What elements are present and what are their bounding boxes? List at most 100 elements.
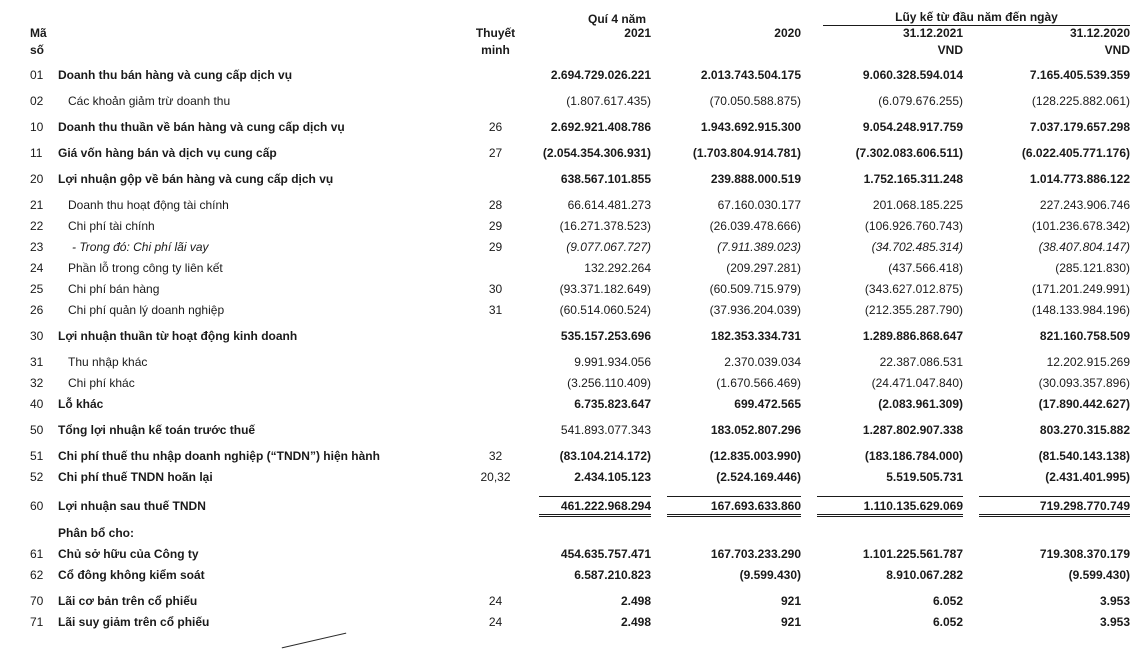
row-label: - Trong đó: Chi phí lãi vay — [72, 240, 209, 254]
table-row: 11 Giá vốn hàng bán và dịch vụ cung cấp 27… — [30, 146, 1136, 167]
table-row: 26 Chi phí quản lý doanh nghiệp 31 (60.514.… — [30, 303, 1136, 324]
row-note: 20,32 — [480, 470, 511, 484]
cell-ytd-2020: 7.037.179.657.298 — [1029, 120, 1130, 134]
cell-q4-2020: 239.888.000.519 — [710, 172, 801, 186]
row-label: Thu nhập khác — [68, 355, 148, 369]
row-label: Chi phí thuế thu nhập doanh nghiệp (“TND… — [58, 449, 380, 463]
cell-q4-2021: 2.498 — [620, 594, 651, 608]
row-label: Lợi nhuận sau thuế TNDN — [58, 499, 206, 513]
row-code: 02 — [30, 94, 44, 108]
cell-ytd-2020: (38.407.804.147) — [1038, 240, 1130, 254]
cell-ytd-2020: 821.160.758.509 — [1039, 329, 1130, 343]
cell-ytd-2020: 3.953 — [1099, 594, 1130, 608]
table-row: 10 Doanh thu thuần về bán hàng và cung cấ… — [30, 120, 1136, 141]
row-note: 28 — [488, 198, 503, 212]
cell-q4-2020: 1.943.692.915.300 — [700, 120, 801, 134]
row-label: Tổng lợi nhuận kế toán trước thuế — [58, 423, 256, 437]
cell-ytd-2020: (285.121.830) — [1055, 261, 1130, 275]
cell-ytd-2021: (34.702.485.314) — [871, 240, 963, 254]
cell-q4-2020: 67.160.030.177 — [717, 198, 801, 212]
cell-ytd-2021: 1.101.225.561.787 — [862, 547, 963, 561]
cell-ytd-2021: (343.627.012.875) — [864, 282, 963, 296]
row-code: 22 — [30, 219, 44, 233]
cell-q4-2020: 183.052.807.296 — [710, 423, 801, 437]
cell-q4-2021: (2.054.354.306.931) — [542, 146, 651, 160]
ytd-group-header: Lũy kế từ đầu năm đến ngày — [823, 10, 1130, 26]
section-row: Phân bổ cho: — [30, 526, 1136, 547]
row-code: 60 — [30, 499, 44, 513]
row-label: Chi phí tài chính — [68, 219, 155, 233]
row-note: 26 — [488, 120, 503, 134]
cell-ytd-2020: 719.298.770.749 — [979, 496, 1130, 517]
table-row: 02 Các khoản giảm trừ doanh thu (1.807.617… — [30, 94, 1136, 115]
row-code: 23 — [30, 240, 44, 254]
table-row: 25 Chi phí bán hàng 30 (93.371.182.649) (60.… — [30, 282, 1136, 303]
cell-q4-2020: (209.297.281) — [726, 261, 801, 275]
cell-ytd-2021: 1.289.886.868.647 — [862, 329, 963, 343]
cell-ytd-2020: (81.540.143.138) — [1038, 449, 1130, 463]
cell-ytd-2021: (437.566.418) — [888, 261, 963, 275]
col-header-ytd-2021: 31.12.2021 — [902, 26, 963, 40]
cell-q4-2021: 6.587.210.823 — [574, 568, 651, 582]
cell-ytd-2021: 1.110.135.629.069 — [817, 496, 963, 517]
cell-ytd-2021: 22.387.086.531 — [879, 355, 963, 369]
cell-q4-2021: 535.157.253.696 — [560, 329, 651, 343]
table-row: 32 Chi phí khác (3.256.110.409) (1.670.566.… — [30, 376, 1136, 397]
cell-q4-2021: 132.292.264 — [584, 261, 651, 275]
cell-q4-2020: (9.599.430) — [739, 568, 801, 582]
row-code: 51 — [30, 449, 44, 463]
row-code: 25 — [30, 282, 44, 296]
table-body: 01 Doanh thu bán hàng và cung cấp dịch vụ… — [30, 68, 1136, 636]
cell-q4-2020: 167.693.633.860 — [667, 496, 801, 517]
cell-ytd-2020: (171.201.249.991) — [1031, 282, 1130, 296]
table-row: 01 Doanh thu bán hàng và cung cấp dịch vụ… — [30, 68, 1136, 89]
cell-q4-2020: (37.936.204.039) — [709, 303, 801, 317]
row-code: 52 — [30, 470, 44, 484]
row-code: 01 — [30, 68, 44, 82]
table-row: 71 Lãi suy giảm trên cổ phiếu 24 2.498 921 6.… — [30, 615, 1136, 636]
cell-ytd-2021: 6.052 — [932, 594, 963, 608]
row-code: 61 — [30, 547, 44, 561]
row-label: Các khoản giảm trừ doanh thu — [68, 94, 231, 108]
row-code: 62 — [30, 568, 44, 582]
row-label: Chi phí bán hàng — [68, 282, 160, 296]
column-header-row2: số minh VND VND — [30, 43, 1136, 60]
row-code: 26 — [30, 303, 44, 317]
row-label: Chủ sở hữu của Công ty — [58, 547, 199, 561]
cell-ytd-2021: 5.519.505.731 — [886, 470, 963, 484]
cell-ytd-2020: 227.243.906.746 — [1039, 198, 1130, 212]
cell-ytd-2021: 1.752.165.311.248 — [863, 172, 963, 186]
cell-q4-2020: 921 — [780, 615, 801, 629]
cell-q4-2021: (93.371.182.649) — [559, 282, 651, 296]
cell-ytd-2021: (2.083.961.309) — [878, 397, 963, 411]
row-label: Phân bổ cho: — [58, 526, 134, 540]
cell-ytd-2020: 803.270.315.882 — [1039, 423, 1130, 437]
table-row: 31 Thu nhập khác 9.991.934.056 2.370.039.03… — [30, 355, 1136, 376]
row-label: Lãi cơ bản trên cổ phiếu — [58, 594, 198, 608]
group-header-row: Quí 4 năm Lũy kế từ đầu năm đến ngày — [30, 6, 1136, 26]
currency-label-ytd-2021: VND — [937, 43, 963, 57]
q4-group-header: Quí 4 năm — [587, 12, 646, 26]
row-note: 29 — [488, 219, 503, 233]
cell-q4-2021: 454.635.757.471 — [560, 547, 651, 561]
cell-q4-2021: 638.567.101.855 — [560, 172, 651, 186]
row-note: 27 — [488, 146, 503, 160]
currency-label-ytd-2020: VND — [1104, 43, 1130, 57]
cell-ytd-2020: (9.599.430) — [1068, 568, 1130, 582]
row-code: 31 — [30, 355, 44, 369]
cell-q4-2020: (60.509.715.979) — [709, 282, 801, 296]
row-note: 31 — [488, 303, 503, 317]
table-row: 62 Cổ đông không kiểm soát 6.587.210.823 (9… — [30, 568, 1136, 589]
table-row: 20 Lợi nhuận gộp về bán hàng và cung cấp … — [30, 172, 1136, 193]
row-label: Doanh thu hoạt động tài chính — [68, 198, 229, 212]
cell-ytd-2020: (101.236.678.342) — [1031, 219, 1130, 233]
table-header: Quí 4 năm Lũy kế từ đầu năm đến ngày Mã … — [30, 6, 1136, 60]
cell-ytd-2020: (17.890.442.627) — [1038, 397, 1130, 411]
cell-ytd-2020: (30.093.357.896) — [1038, 376, 1130, 390]
cell-q4-2021: 66.614.481.273 — [567, 198, 651, 212]
row-label: Lãi suy giảm trên cổ phiếu — [58, 615, 210, 629]
cell-q4-2020: (12.835.003.990) — [709, 449, 801, 463]
table-row: 40 Lỗ khác 6.735.823.647 699.472.565 (2.083.… — [30, 397, 1136, 418]
cell-ytd-2021: (24.471.047.840) — [871, 376, 963, 390]
